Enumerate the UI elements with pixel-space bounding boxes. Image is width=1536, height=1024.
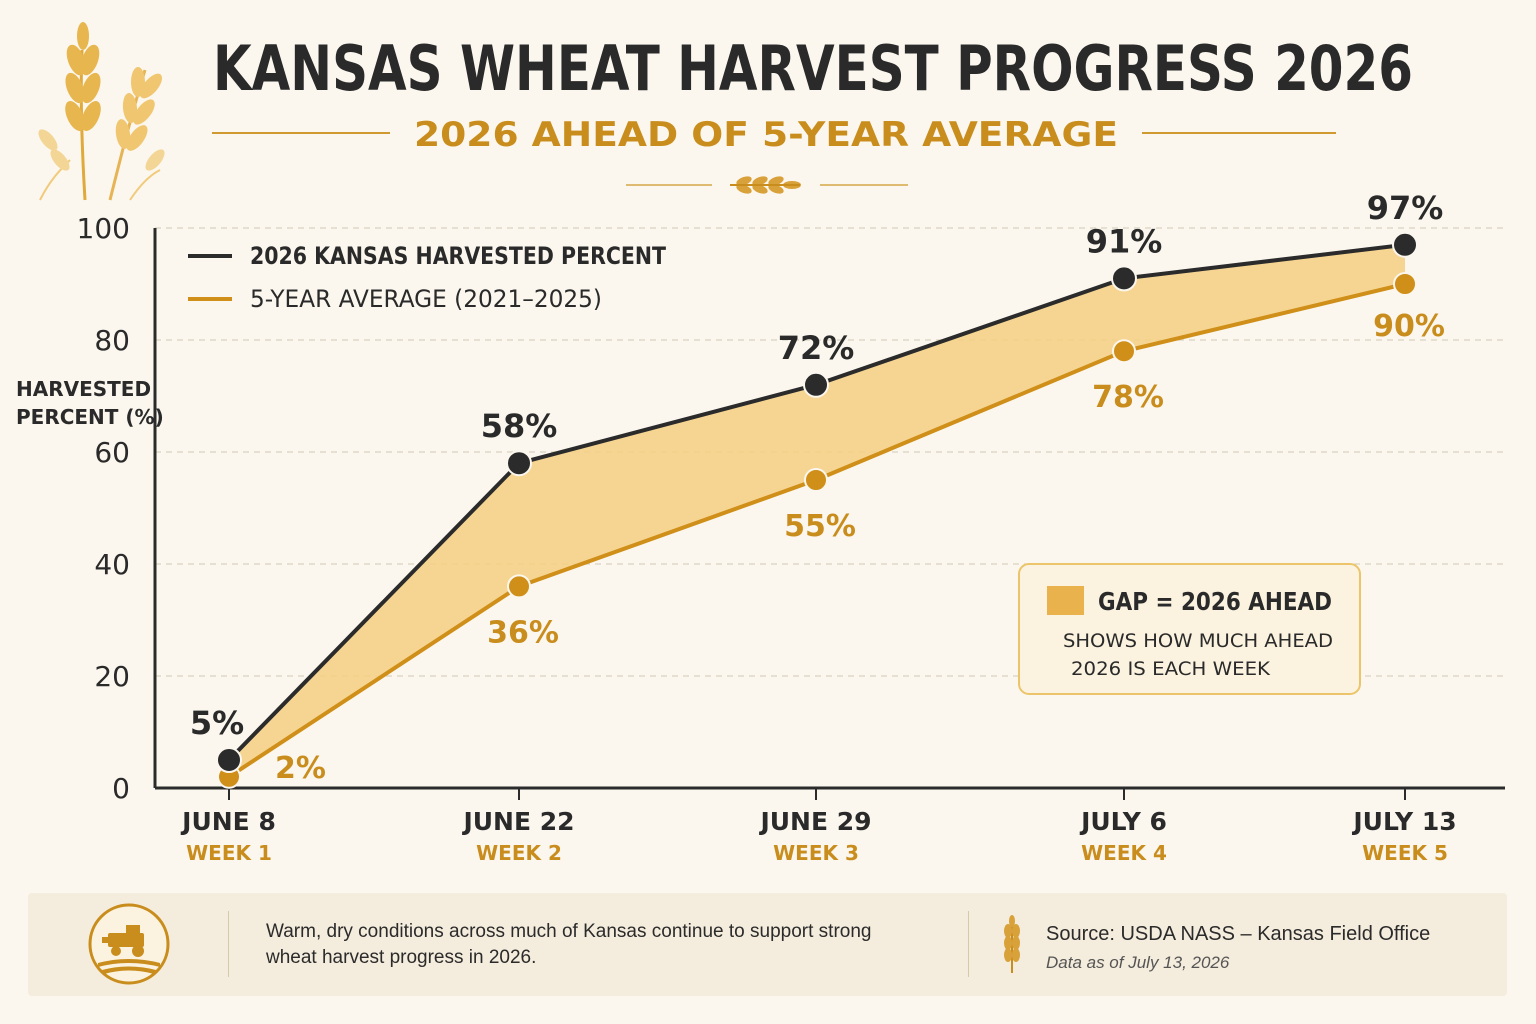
data-label-2026: 97% <box>1367 189 1444 227</box>
footer-panel: Warm, dry conditions across much of Kans… <box>28 893 1507 996</box>
footer-note: Warm, dry conditions across much of Kans… <box>266 921 872 968</box>
point-average <box>507 574 531 599</box>
legend-label-average: 5-YEAR AVERAGE (2021–2025) <box>250 285 602 313</box>
x-tick-label: JUNE 22 <box>461 807 574 836</box>
y-tick-label: 0 <box>112 772 130 805</box>
data-label-average: 2% <box>275 751 326 786</box>
y-tick-label: 100 <box>77 212 130 245</box>
x-tick-sublabel: WEEK 1 <box>186 841 272 865</box>
x-tick-sublabel: WEEK 3 <box>773 841 859 865</box>
point-2026 <box>216 747 242 773</box>
data-label-average: 90% <box>1373 309 1445 344</box>
point-2026 <box>1392 231 1418 258</box>
footer-divider <box>968 911 969 977</box>
data-label-2026: 58% <box>481 407 558 445</box>
data-as-of: Data as of July 13, 2026 <box>1046 953 1230 972</box>
x-tick-label: JULY 13 <box>1351 807 1456 836</box>
data-label-2026: 72% <box>778 329 855 367</box>
annotation-line-1: SHOWS HOW MUCH AHEAD <box>1063 630 1333 652</box>
y-tick-label: 60 <box>94 436 130 469</box>
data-label-2026: 5% <box>190 704 244 742</box>
data-label-average: 55% <box>784 509 856 544</box>
series-points <box>216 231 1418 789</box>
data-labels: 5% 58% 72% 91% 97% 2% 36% 55% 78% 90% <box>190 189 1445 786</box>
wheat-icon <box>1004 915 1020 973</box>
y-tick-label: 80 <box>94 324 130 357</box>
y-tick-label: 40 <box>94 548 130 581</box>
x-tick-label: JULY 6 <box>1079 807 1167 836</box>
x-tick-sublabel: WEEK 2 <box>476 841 562 865</box>
source-credit: Source: USDA NASS – Kansas Field Office <box>1046 923 1431 945</box>
annotation-line-2: 2026 IS EACH WEEK <box>1071 658 1271 680</box>
axes: 0 20 40 60 80 100 JUNE 8 WEEK 1 JUNE 22 WEEK 2 JUN… <box>77 212 1505 865</box>
point-2026 <box>803 371 829 398</box>
legend-label-2026: 2026 KANSAS HARVESTED PERCENT <box>250 242 667 270</box>
footer-divider <box>228 911 229 977</box>
point-2026 <box>1111 265 1137 292</box>
data-label-average: 36% <box>487 615 559 650</box>
combine-harvester-icon <box>88 903 170 985</box>
gap-fill <box>229 244 1405 777</box>
annotation-title: GAP = 2026 AHEAD <box>1098 587 1332 616</box>
data-label-2026: 91% <box>1086 222 1163 260</box>
x-tick-label: JUNE 8 <box>180 807 276 836</box>
x-tick-sublabel: WEEK 4 <box>1081 841 1167 865</box>
data-label-average: 78% <box>1092 380 1164 415</box>
gap-area <box>229 244 1405 777</box>
y-tick-label: 20 <box>94 660 130 693</box>
gap-swatch <box>1047 586 1084 615</box>
chart-subtitle: 2026 AHEAD OF 5-YEAR AVERAGE <box>414 115 1118 155</box>
point-average <box>804 468 828 492</box>
point-2026 <box>506 450 532 477</box>
wheat-icon <box>38 22 165 201</box>
legend: 2026 KANSAS HARVESTED PERCENT 5-YEAR AVE… <box>188 242 667 313</box>
point-average <box>1393 272 1417 296</box>
chart-title: KANSAS WHEAT HARVEST PROGRESS 2026 <box>213 32 1413 105</box>
wheat-ornament-icon <box>626 176 908 194</box>
x-tick-sublabel: WEEK 5 <box>1362 841 1448 865</box>
y-axis-label: HARVESTED PERCENT (%) <box>16 377 164 429</box>
gap-annotation: GAP = 2026 AHEAD SHOWS HOW MUCH AHEAD 20… <box>1018 563 1361 695</box>
point-average <box>1112 339 1136 364</box>
x-tick-label: JUNE 29 <box>758 807 871 836</box>
